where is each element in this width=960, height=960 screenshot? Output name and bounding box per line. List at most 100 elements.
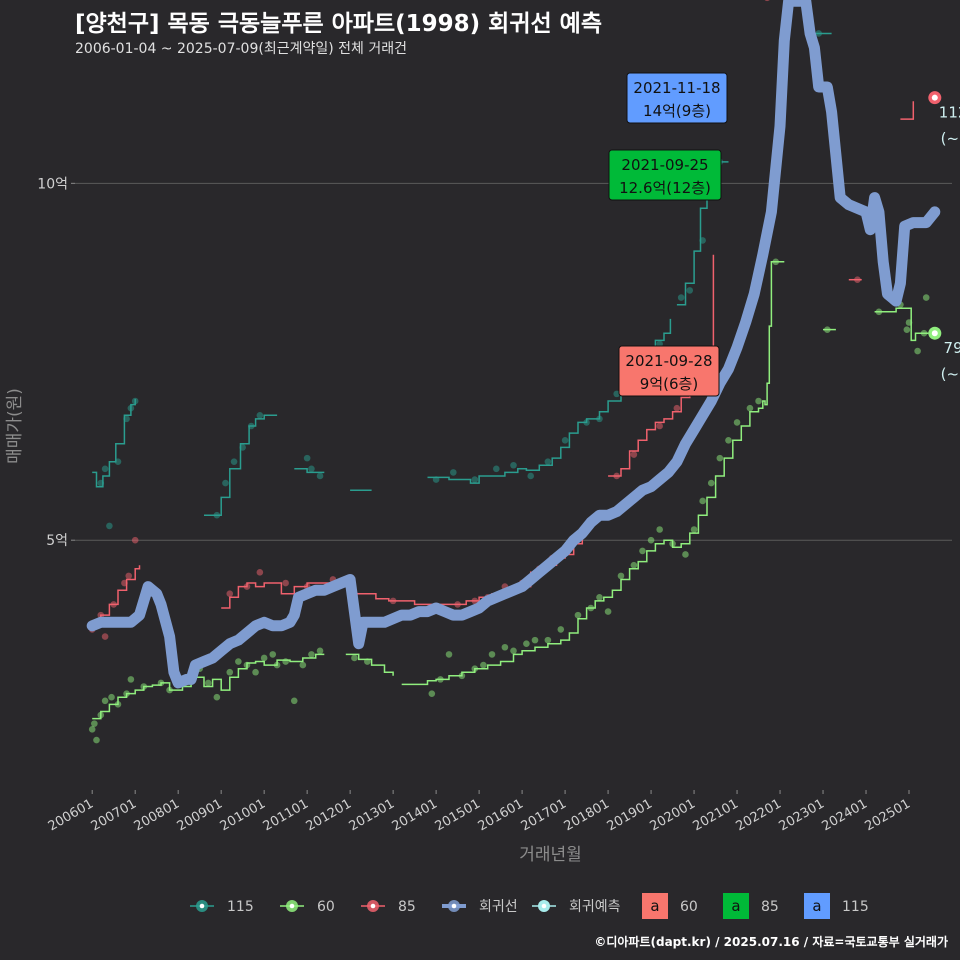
- transaction-point-60: [707, 479, 715, 487]
- x-tick-label: 201001: [218, 796, 268, 834]
- transaction-point-60: [557, 626, 565, 633]
- transaction-point-115: [222, 479, 229, 487]
- y-tick-label: 10억: [37, 176, 68, 192]
- transaction-point-115: [510, 461, 517, 469]
- transaction-point-115: [493, 465, 500, 473]
- y-axis-title: 매매가(원): [5, 388, 25, 464]
- forecast-area-label: (~60㎡): [941, 365, 960, 383]
- transaction-point-60: [488, 651, 496, 658]
- transaction-point-60: [269, 651, 277, 658]
- transaction-point-60: [351, 654, 358, 662]
- x-tick-label: 202501: [863, 796, 913, 834]
- transaction-point-115: [316, 472, 324, 480]
- forecast-value-label: 79,000: [944, 339, 960, 357]
- transaction-point-115: [303, 454, 311, 462]
- transaction-point-60: [716, 454, 724, 462]
- transaction-point-85: [101, 633, 109, 640]
- transaction-point-60: [252, 668, 259, 676]
- transaction-point-60: [699, 497, 706, 505]
- x-tick-label: 200801: [132, 796, 182, 834]
- legend-label: 회귀선: [479, 899, 518, 915]
- transaction-point-60: [445, 651, 453, 658]
- transaction-point-115: [450, 469, 457, 476]
- legend-callout-glyph: a: [731, 897, 740, 915]
- transaction-point-60: [682, 551, 689, 558]
- transaction-point-60: [531, 636, 539, 644]
- forecast-layer: 134,250(~115㎡)112,000(~85㎡)79,000(~60㎡): [928, 91, 960, 383]
- x-axis-title: 거래년월: [519, 845, 582, 865]
- max-trade-callout-115: [626, 72, 728, 124]
- transaction-point-115: [613, 390, 620, 398]
- transaction-point-60: [88, 726, 96, 733]
- legend-label: 85: [761, 899, 779, 915]
- transaction-point-115: [101, 465, 109, 473]
- transaction-point-60: [523, 640, 530, 647]
- transaction-point-115: [544, 458, 552, 465]
- series-layer: [88, 0, 930, 744]
- legend-label: 60: [317, 899, 335, 915]
- x-tick-label: 202001: [648, 796, 698, 834]
- max-trade-callout-85: [608, 149, 722, 201]
- legend: 115 60 85 회귀선 회귀예측 a 60 a 85 a 115: [190, 893, 869, 919]
- transaction-point-60: [204, 679, 212, 687]
- transaction-point-60: [226, 668, 234, 676]
- transaction-point-60: [282, 658, 289, 665]
- transaction-point-60: [639, 547, 646, 555]
- transaction-point-60: [574, 611, 582, 619]
- transaction-point-60: [630, 561, 638, 569]
- legend-label: 85: [398, 899, 416, 915]
- max-trade-callout-60: [618, 345, 720, 397]
- legend-callout-swatch: [804, 893, 830, 919]
- series-line-85: [221, 582, 338, 609]
- x-tick-label: 201401: [390, 796, 440, 834]
- callout-date: 2021-11-18: [633, 79, 720, 97]
- x-tick-label: 200901: [175, 796, 225, 834]
- legend-callout-swatch: [723, 893, 749, 919]
- series-line-115: [92, 398, 136, 488]
- series-line-115: [294, 468, 325, 474]
- legend-key-core: [541, 903, 547, 909]
- transaction-point-60: [544, 636, 552, 644]
- series-line-85: [900, 101, 915, 120]
- transaction-point-115: [527, 472, 534, 480]
- x-tick-label: 202301: [777, 796, 827, 834]
- grid-lines: [75, 182, 952, 541]
- series-line-60: [345, 653, 394, 676]
- annotation-layer: 2021-11-18 14억(9층) 2021-09-25 12.6억(12층) 202…: [608, 72, 728, 397]
- transaction-point-60: [308, 651, 315, 658]
- callout-price: 9억(6층): [640, 375, 698, 393]
- legend-label: 115: [842, 899, 869, 915]
- transaction-point-60: [91, 720, 98, 727]
- transaction-point-60: [290, 697, 298, 705]
- transaction-point-115: [230, 458, 238, 465]
- legend-key-core: [289, 903, 295, 909]
- transaction-point-115: [106, 522, 113, 530]
- transaction-point-60: [101, 697, 109, 705]
- transaction-point-85: [125, 572, 133, 580]
- transaction-point-60: [725, 436, 732, 444]
- y-tick-label: 5억: [46, 533, 68, 549]
- forecast-value-label: 112,000: [939, 104, 960, 122]
- transaction-point-60: [213, 693, 221, 701]
- transaction-point-60: [922, 294, 930, 301]
- transaction-point-60: [647, 536, 655, 544]
- x-tick-label: 202201: [734, 796, 784, 834]
- transaction-point-60: [108, 693, 115, 701]
- axes: 5억 10억 20060120070120080120090120100120110…: [5, 176, 913, 865]
- transaction-point-60: [733, 419, 741, 426]
- legend-callout-swatch: [642, 893, 668, 919]
- callout-price: 14억(9층): [643, 102, 711, 120]
- transaction-point-60: [93, 736, 100, 744]
- callout-date: 2021-09-25: [621, 156, 708, 174]
- transaction-point-60: [428, 690, 436, 697]
- transaction-point-115: [471, 476, 479, 483]
- forecast-marker-core: [931, 94, 938, 101]
- transaction-point-85: [764, 0, 770, 2]
- transaction-point-85: [282, 579, 289, 587]
- callout-price: 12.6억(12층): [619, 179, 711, 197]
- legend-key-core: [370, 903, 376, 909]
- regression-band-layer: [86, 0, 941, 689]
- x-tick-label: 201201: [304, 796, 354, 834]
- x-tick-label: 201901: [605, 796, 655, 834]
